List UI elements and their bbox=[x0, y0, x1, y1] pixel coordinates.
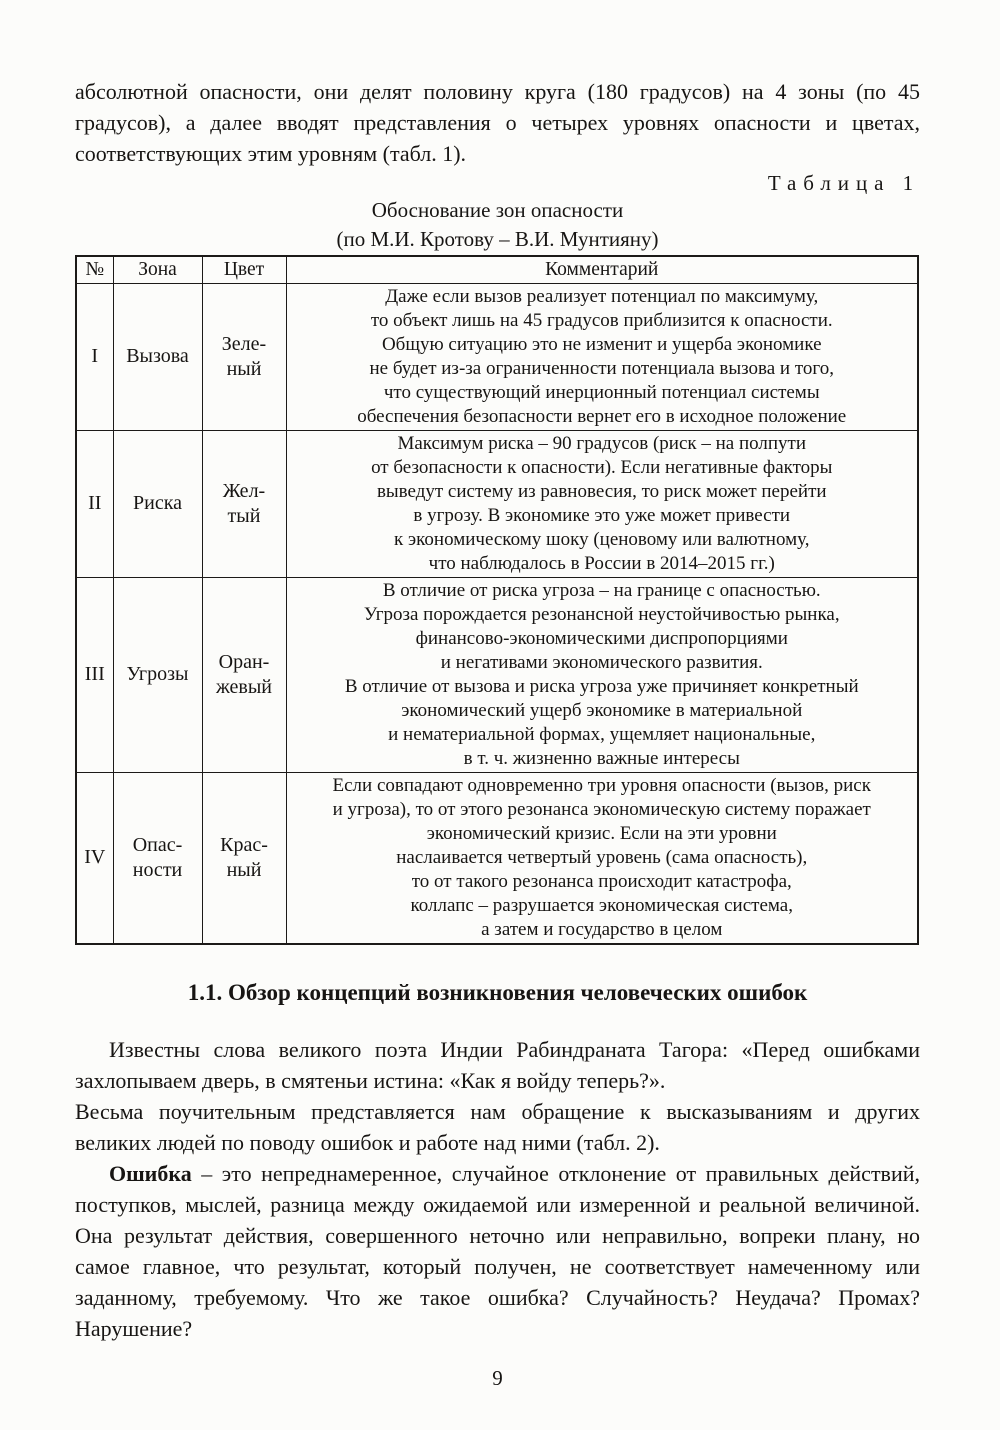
cell-number: IV bbox=[75, 771, 114, 944]
cell-zone: Вызова bbox=[112, 282, 203, 431]
cell-color: Оран- жевый bbox=[201, 576, 287, 773]
cell-comment: В отличие от риска угроза – на границе с… bbox=[285, 576, 919, 773]
column-header-color: Цвет bbox=[201, 255, 287, 284]
table-caption-title: Обоснование зон опасности bbox=[371, 198, 624, 222]
cell-zone: Риска bbox=[112, 429, 203, 578]
table-caption: Обоснование зон опасности (по М.И. Крото… bbox=[75, 196, 920, 254]
table-header-row: № Зона Цвет Комментарий bbox=[75, 255, 919, 284]
column-header-zone: Зона bbox=[112, 255, 203, 284]
paragraph-instructive: Весьма поучительным представляется нам о… bbox=[75, 1098, 920, 1155]
column-header-number: № bbox=[75, 255, 114, 284]
cell-comment: Если совпадают одновременно три уровня о… bbox=[285, 771, 919, 944]
cell-number: I bbox=[75, 282, 114, 431]
table-row: III Угрозы Оран- жевый В отличие от риск… bbox=[75, 576, 919, 773]
table-caption-authors: (по М.И. Кротову – В.И. Мунтияну) bbox=[336, 227, 659, 251]
cell-color: Крас- ный bbox=[201, 771, 287, 944]
section-heading: 1.1. Обзор концепций возникновения челов… bbox=[187, 979, 808, 1005]
table-row: II Риска Жел- тый Максимум риска – 90 гр… bbox=[75, 429, 919, 578]
cell-number: III bbox=[75, 576, 114, 773]
danger-zones-table: № Зона Цвет Комментарий I Вызова Зеле- н… bbox=[75, 255, 919, 945]
cell-comment: Максимум риска – 90 градусов (риск – на … bbox=[285, 429, 919, 578]
cell-comment: Даже если вызов реализует потенциал по м… bbox=[285, 282, 919, 431]
cell-color: Зеле- ный bbox=[201, 282, 287, 431]
table-row: I Вызова Зеле- ный Даже если вызов реали… bbox=[75, 282, 919, 431]
cell-number: II bbox=[75, 429, 114, 578]
table-row: IV Опас- ности Крас- ный Если совпадают … bbox=[75, 771, 919, 944]
paragraph-tagore-quote: Известны слова великого поэта Индии Раби… bbox=[75, 1036, 920, 1093]
page-number: 9 bbox=[492, 1365, 503, 1390]
table-label: Таблица 1 bbox=[767, 171, 920, 195]
error-term: Ошибка bbox=[109, 1160, 192, 1186]
error-definition-text: – это непреднамеренное, случайное отклон… bbox=[75, 1160, 920, 1341]
cell-zone: Угрозы bbox=[112, 576, 203, 773]
cell-zone: Опас- ности bbox=[112, 771, 203, 944]
intro-paragraph: абсолютной опасности, они делят половину… bbox=[75, 79, 920, 166]
paragraph-error-definition: Ошибка – это непреднамеренное, случайное… bbox=[75, 1158, 920, 1344]
column-header-comment: Комментарий bbox=[285, 255, 919, 284]
cell-color: Жел- тый bbox=[201, 429, 287, 578]
